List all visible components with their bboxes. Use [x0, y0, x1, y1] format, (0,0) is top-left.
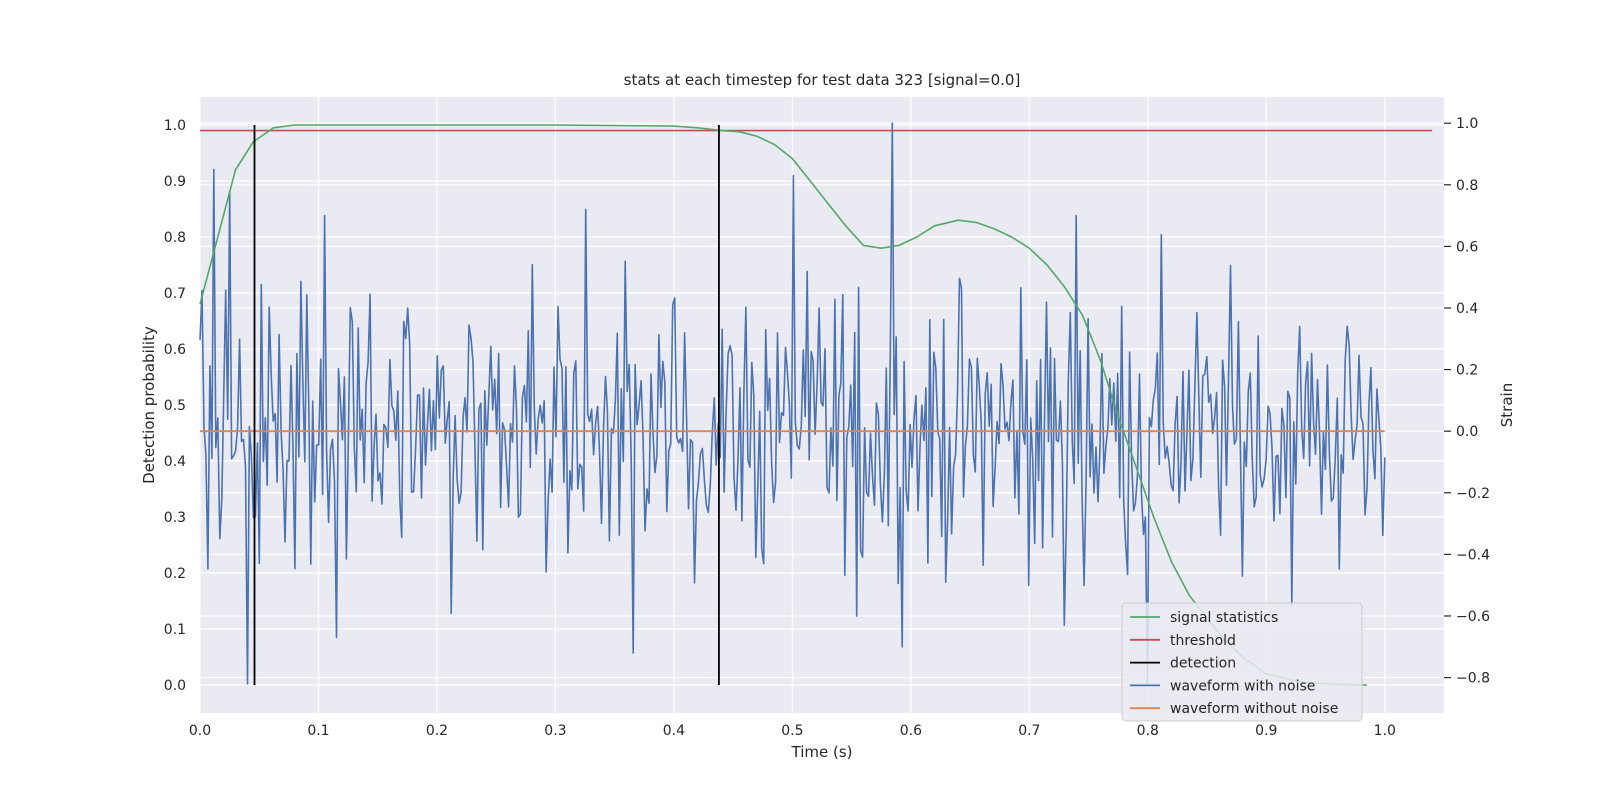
- legend-entry: detection: [1170, 656, 1236, 672]
- signal-statistics-line: [199, 124, 1368, 686]
- y-tick-label: 0.0: [164, 678, 186, 694]
- y-tick-label: 1.0: [164, 118, 186, 134]
- y-tick-label: 0.1: [164, 622, 186, 638]
- chart-title: stats at each timestep for test data 323…: [624, 71, 1021, 89]
- y2-tick-label: 0.4: [1456, 301, 1478, 317]
- x-axis-label: Time (s): [791, 743, 853, 761]
- y-tick-label: 0.9: [164, 174, 186, 190]
- x-tick-label: 1.0: [1374, 723, 1396, 739]
- y2-tick-label: 0.8: [1456, 178, 1478, 194]
- legend: signal statistics threshold detection wavef…: [1121, 602, 1363, 722]
- x-tick-label: 0.2: [426, 723, 448, 739]
- y2-tick-label: −0.6: [1456, 609, 1490, 625]
- y-axis-label: Detection probability: [140, 326, 158, 484]
- grid: [199, 97, 1444, 713]
- y2-tick-label: −0.8: [1456, 671, 1490, 687]
- y-tick-label: 0.6: [164, 342, 186, 358]
- x-tick-label: 0.9: [1255, 723, 1277, 739]
- y-tick-label: 0.8: [164, 230, 186, 246]
- waveform-with-noise-line: [199, 122, 1386, 685]
- legend-box: [1121, 602, 1363, 722]
- x-tick-label: 0.5: [781, 723, 803, 739]
- y-tick-label: 0.4: [164, 454, 186, 470]
- y-tick-label: 0.2: [164, 566, 186, 582]
- x-tick-label: 0.0: [189, 723, 211, 739]
- series-layer: [199, 122, 1433, 686]
- y2-tick-label: 0.2: [1456, 363, 1478, 379]
- y2-tick-label: −0.4: [1456, 547, 1490, 563]
- legend-entry: waveform without noise: [1170, 701, 1338, 717]
- x-tick-label: 0.1: [307, 723, 329, 739]
- axes: 0.0 0.1 0.2 0.3 0.4 0.5 0.6 0.7 0.8 0.9 1.0 0.0 0.1 0…: [164, 116, 1490, 739]
- y-tick-label: 0.3: [164, 510, 186, 526]
- y2-tick-label: 0.6: [1456, 239, 1478, 255]
- legend-entry: waveform with noise: [1170, 678, 1315, 694]
- y2-tick-label: −0.2: [1456, 486, 1490, 502]
- x-tick-label: 0.4: [663, 723, 685, 739]
- legend-entry: signal statistics: [1170, 610, 1278, 626]
- y-tick-label: 0.7: [164, 286, 186, 302]
- x-tick-label: 0.6: [900, 723, 922, 739]
- x-tick-label: 0.3: [544, 723, 566, 739]
- legend-entry: threshold: [1170, 633, 1236, 649]
- x-tick-label: 0.8: [1137, 723, 1159, 739]
- y2-axis-label: Strain: [1498, 383, 1516, 427]
- y2-tick-label: 1.0: [1456, 116, 1478, 132]
- x-tick-label: 0.7: [1018, 723, 1040, 739]
- y2-tick-label: 0.0: [1456, 424, 1478, 440]
- y-tick-label: 0.5: [164, 398, 186, 414]
